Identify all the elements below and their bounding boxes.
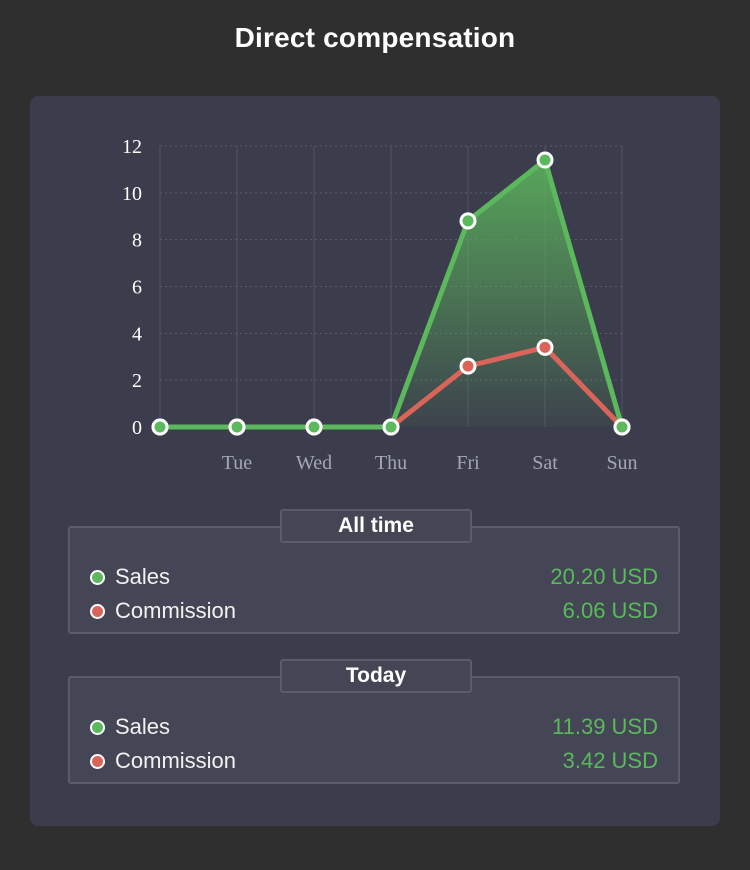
commission-value: 6.06 USD [562, 598, 658, 623]
y-tick-label: 2 [132, 370, 142, 392]
sales-point [382, 418, 400, 436]
commission-row-all-time: Commission 6.06 USD [90, 596, 658, 626]
y-tick-label: 4 [132, 323, 142, 345]
y-tick-label: 0 [132, 417, 142, 439]
sales-legend-dot-icon [90, 570, 105, 585]
summary-all-time: All time Sales 20.20 USD Commission 6.06… [68, 509, 680, 634]
commission-point [536, 338, 554, 356]
sales-value: 11.39 USD [552, 714, 658, 739]
sales-point [459, 212, 477, 230]
line-chart: 0 2 4 6 8 10 12 Tue Wed Thu Fri Sat Sun [122, 136, 638, 474]
page-title: Direct compensation [234, 22, 516, 53]
sales-legend-dot-icon [90, 720, 105, 735]
sales-label: Sales [115, 714, 171, 739]
commission-value: 3.42 USD [562, 748, 658, 773]
chart-card: 0 2 4 6 8 10 12 Tue Wed Thu Fri Sat Sun All time Sal… [30, 96, 720, 826]
y-tick-label: 12 [122, 136, 142, 158]
x-tick-label: Sat [532, 452, 558, 474]
summary-today-label: Today [280, 659, 472, 693]
summary-all-time-label: All time [280, 509, 472, 543]
x-tick-label: Thu [375, 452, 407, 474]
x-tick-label: Wed [296, 452, 332, 474]
y-tick-label: 10 [122, 183, 142, 205]
sales-point [536, 151, 554, 169]
commission-label: Commission [115, 598, 237, 623]
x-tick-label: Sun [606, 452, 637, 474]
sales-row-today: Sales 11.39 USD [90, 712, 658, 742]
y-tick-label: 6 [132, 277, 142, 299]
sales-row-all-time: Sales 20.20 USD [90, 562, 658, 592]
sales-value: 20.20 USD [550, 564, 658, 589]
y-tick-label: 8 [132, 230, 142, 252]
sales-area [160, 160, 622, 428]
commission-point [459, 357, 477, 375]
commission-legend-dot-icon [90, 754, 105, 769]
x-tick-label: Fri [456, 452, 480, 474]
sales-label: Sales [115, 564, 171, 589]
summary-today: Today Sales 11.39 USD Commission 3.42 US… [68, 659, 680, 784]
commission-row-today: Commission 3.42 USD [90, 746, 658, 776]
sales-point [228, 418, 246, 436]
sales-point [151, 418, 169, 436]
sales-point [305, 418, 323, 436]
commission-legend-dot-icon [90, 604, 105, 619]
x-tick-label: Tue [222, 452, 253, 474]
commission-label: Commission [115, 748, 237, 773]
sales-point [613, 418, 631, 436]
